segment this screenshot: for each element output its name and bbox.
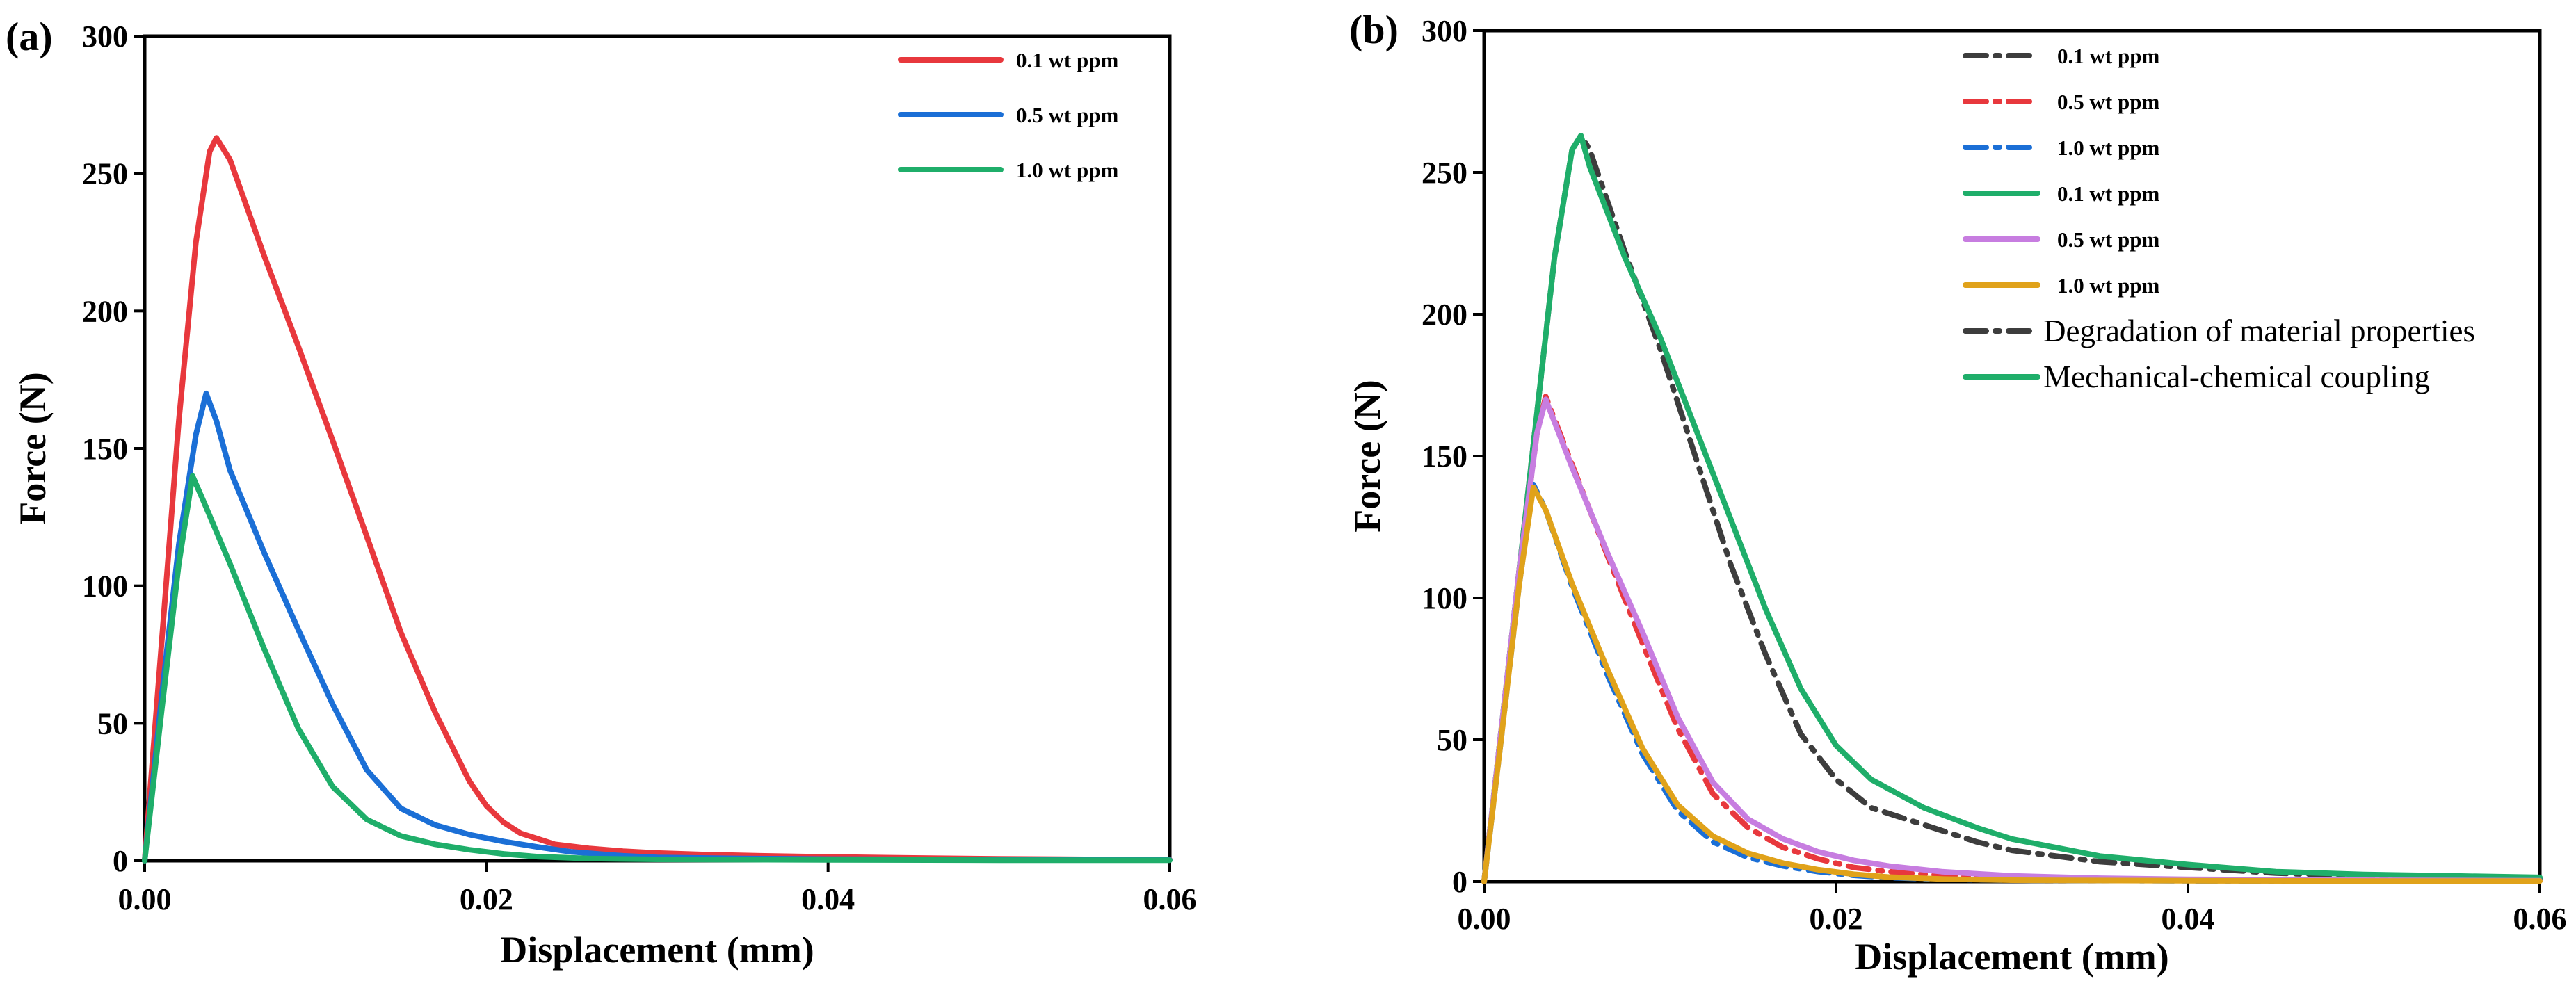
y-tick-label: 300	[82, 19, 128, 54]
y-tick-label: 150	[1422, 439, 1467, 473]
legend-label: Mechanical-chemical coupling	[2043, 359, 2430, 394]
y-axis-label: Force (N)	[1346, 380, 1388, 532]
legend-label: 0.1 wt ppm	[2057, 181, 2159, 206]
legend-label: 1.0 wt ppm	[1016, 158, 1118, 182]
legend-label: 0.1 wt ppm	[1016, 48, 1118, 72]
legend-label: 0.5 wt ppm	[2057, 90, 2159, 114]
panel-a-chart: (a) 0 50 100 150 200 250 300 0.00 0.02 0.04 0.06 Dis…	[6, 14, 1197, 971]
x-tick-label: 0.04	[801, 882, 855, 916]
y-tick-label: 50	[1437, 723, 1467, 757]
legend-label: 1.0 wt ppm	[2057, 273, 2159, 298]
y-tick-label: 150	[82, 432, 128, 466]
x-tick-label: 0.04	[2162, 902, 2215, 936]
y-tick-label: 250	[82, 157, 128, 191]
x-axis-label: Displacement (mm)	[500, 929, 814, 971]
legend-label: 0.1 wt ppm	[2057, 44, 2159, 68]
x-tick-label: 0.06	[1143, 882, 1197, 916]
legend-label: 1.0 wt ppm	[2057, 136, 2159, 160]
series-line-3	[142, 473, 1173, 864]
y-tick-label: 200	[82, 294, 128, 328]
x-tick-label: 0.00	[1458, 902, 1511, 936]
series-line-6	[1481, 484, 2543, 884]
x-tick-label: 0.00	[118, 882, 172, 916]
y-tick-label: 0	[113, 844, 128, 878]
series-line-1	[1481, 133, 2543, 884]
x-tick-label: 0.02	[1810, 902, 1863, 936]
panel-label: (b)	[1349, 7, 1399, 52]
series-line-3	[1481, 481, 2543, 884]
series-line-1	[142, 135, 1173, 864]
legend-label: Degradation of material properties	[2043, 314, 2475, 348]
series-line-4	[1481, 133, 2543, 884]
series-line-2	[142, 390, 1173, 864]
y-tick-label: 100	[1422, 581, 1467, 615]
y-tick-label: 250	[1422, 156, 1467, 190]
panel-b-chart: (b) 0 50 100 150 200 250 300 0.00 0.02 0.04 0.06 Dis…	[1346, 7, 2567, 978]
x-tick-label: 0.06	[2513, 902, 2567, 936]
legend-label: 0.5 wt ppm	[1016, 103, 1118, 127]
y-tick-label: 200	[1422, 298, 1467, 332]
panel-label: (a)	[6, 14, 53, 59]
y-tick-label: 100	[82, 569, 128, 603]
y-tick-label: 0	[1452, 865, 1467, 899]
y-tick-label: 50	[97, 706, 128, 740]
y-tick-label: 300	[1422, 14, 1467, 48]
x-tick-label: 0.02	[460, 882, 513, 916]
x-axis-label: Displacement (mm)	[1855, 936, 2168, 978]
y-axis-label: Force (N)	[12, 372, 54, 524]
legend-label: 0.5 wt ppm	[2057, 227, 2159, 252]
series-line-5	[1481, 396, 2543, 884]
